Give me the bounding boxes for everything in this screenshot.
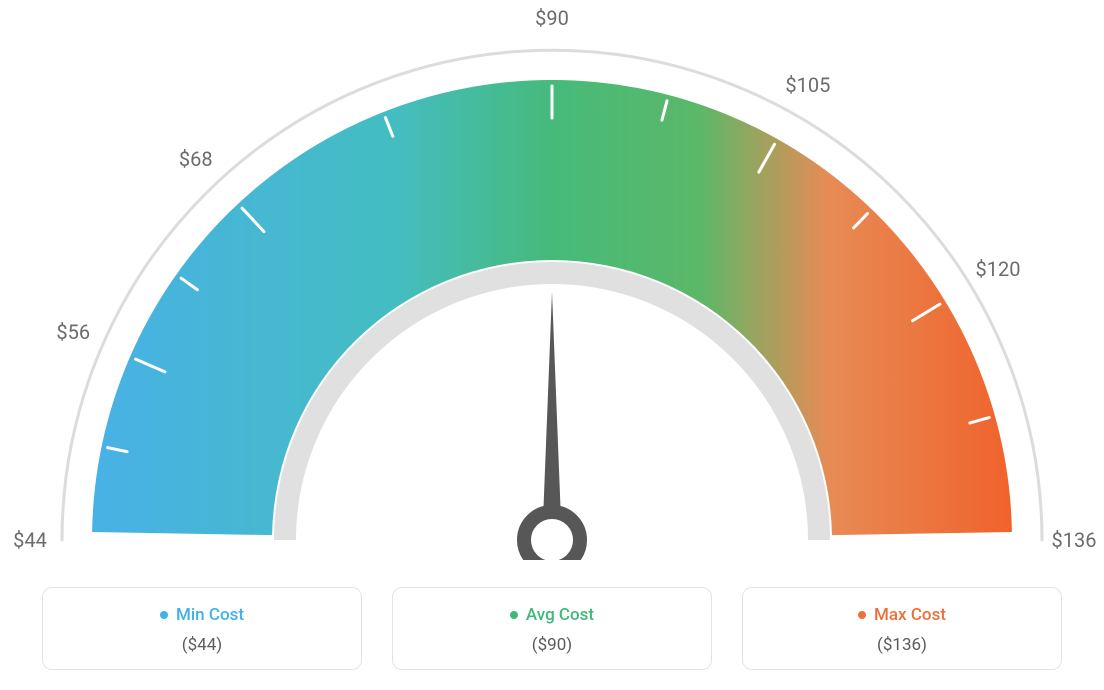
gauge-needle-hub — [524, 512, 580, 560]
gauge-needle — [542, 292, 562, 542]
dot-icon — [160, 611, 168, 619]
gauge-tick-label: $105 — [785, 73, 830, 97]
gauge-tick-label: $44 — [13, 528, 47, 552]
legend-label-min: Min Cost — [176, 605, 244, 625]
gauge-tick-label: $136 — [1052, 528, 1097, 552]
legend-card-min: Min Cost ($44) — [42, 587, 362, 670]
dot-icon — [858, 611, 866, 619]
legend-title-min: Min Cost — [160, 605, 244, 625]
legend-label-avg: Avg Cost — [526, 605, 594, 625]
gauge-svg — [0, 0, 1104, 560]
dot-icon — [510, 611, 518, 619]
gauge-tick-label: $68 — [179, 147, 213, 171]
gauge-tick-label: $56 — [56, 320, 90, 344]
legend-card-max: Max Cost ($136) — [742, 587, 1062, 670]
gauge-tick-label: $120 — [976, 257, 1021, 281]
legend-title-avg: Avg Cost — [510, 605, 594, 625]
cost-gauge-chart: $44 $56 $68 $90 $105 $120 $136 — [0, 0, 1104, 560]
legend-value-avg: ($90) — [393, 635, 711, 655]
legend-row: Min Cost ($44) Avg Cost ($90) Max Cost (… — [0, 587, 1104, 670]
legend-title-max: Max Cost — [858, 605, 946, 625]
legend-value-max: ($136) — [743, 635, 1061, 655]
legend-card-avg: Avg Cost ($90) — [392, 587, 712, 670]
gauge-tick-label: $90 — [535, 6, 569, 30]
legend-value-min: ($44) — [43, 635, 361, 655]
legend-label-max: Max Cost — [874, 605, 946, 625]
